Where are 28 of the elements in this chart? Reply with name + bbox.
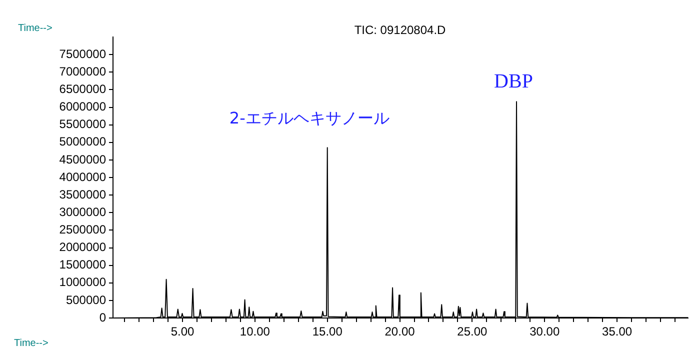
y-tick-label: 5000000 xyxy=(59,134,106,149)
x-tick-label: 5.00 xyxy=(170,324,195,339)
y-tick-label: 1500000 xyxy=(59,258,106,272)
x-tick-label: 10.00 xyxy=(240,324,270,339)
y-tick-label: 2500000 xyxy=(59,222,106,236)
y-tick-label: 1000000 xyxy=(59,275,106,290)
annotation: DBP xyxy=(494,70,533,93)
y-tick-label: 500000 xyxy=(66,292,106,307)
y-tick-label: 2000000 xyxy=(59,240,106,254)
y-tick-label: 3500000 xyxy=(59,187,106,202)
y-tick-label: 6500000 xyxy=(59,82,106,96)
y-tick-label: 3000000 xyxy=(59,204,106,219)
y-tick-label: 5500000 xyxy=(59,117,106,132)
x-tick-label: 20.00 xyxy=(384,324,416,339)
y-tick-label: 6000000 xyxy=(59,100,106,114)
y-axis-title: Time--> xyxy=(18,23,53,34)
x-axis-title: Time--> xyxy=(14,338,49,349)
y-tick-label: 7000000 xyxy=(59,64,106,78)
y-tick-label: 4500000 xyxy=(59,152,106,166)
y-tick-label: 4000000 xyxy=(59,170,106,184)
x-tick-label: 15.00 xyxy=(312,324,343,339)
annotation: 2-エチルヘキサノール xyxy=(229,108,390,128)
x-tick-label: 25.00 xyxy=(457,324,488,339)
y-tick-label: 7500000 xyxy=(59,46,106,61)
x-tick-label: 30.00 xyxy=(530,324,560,339)
chart-title: TIC: 09120804.D xyxy=(354,23,446,37)
y-tick-label: 0 xyxy=(99,310,106,324)
x-tick-label: 35.00 xyxy=(602,324,632,339)
